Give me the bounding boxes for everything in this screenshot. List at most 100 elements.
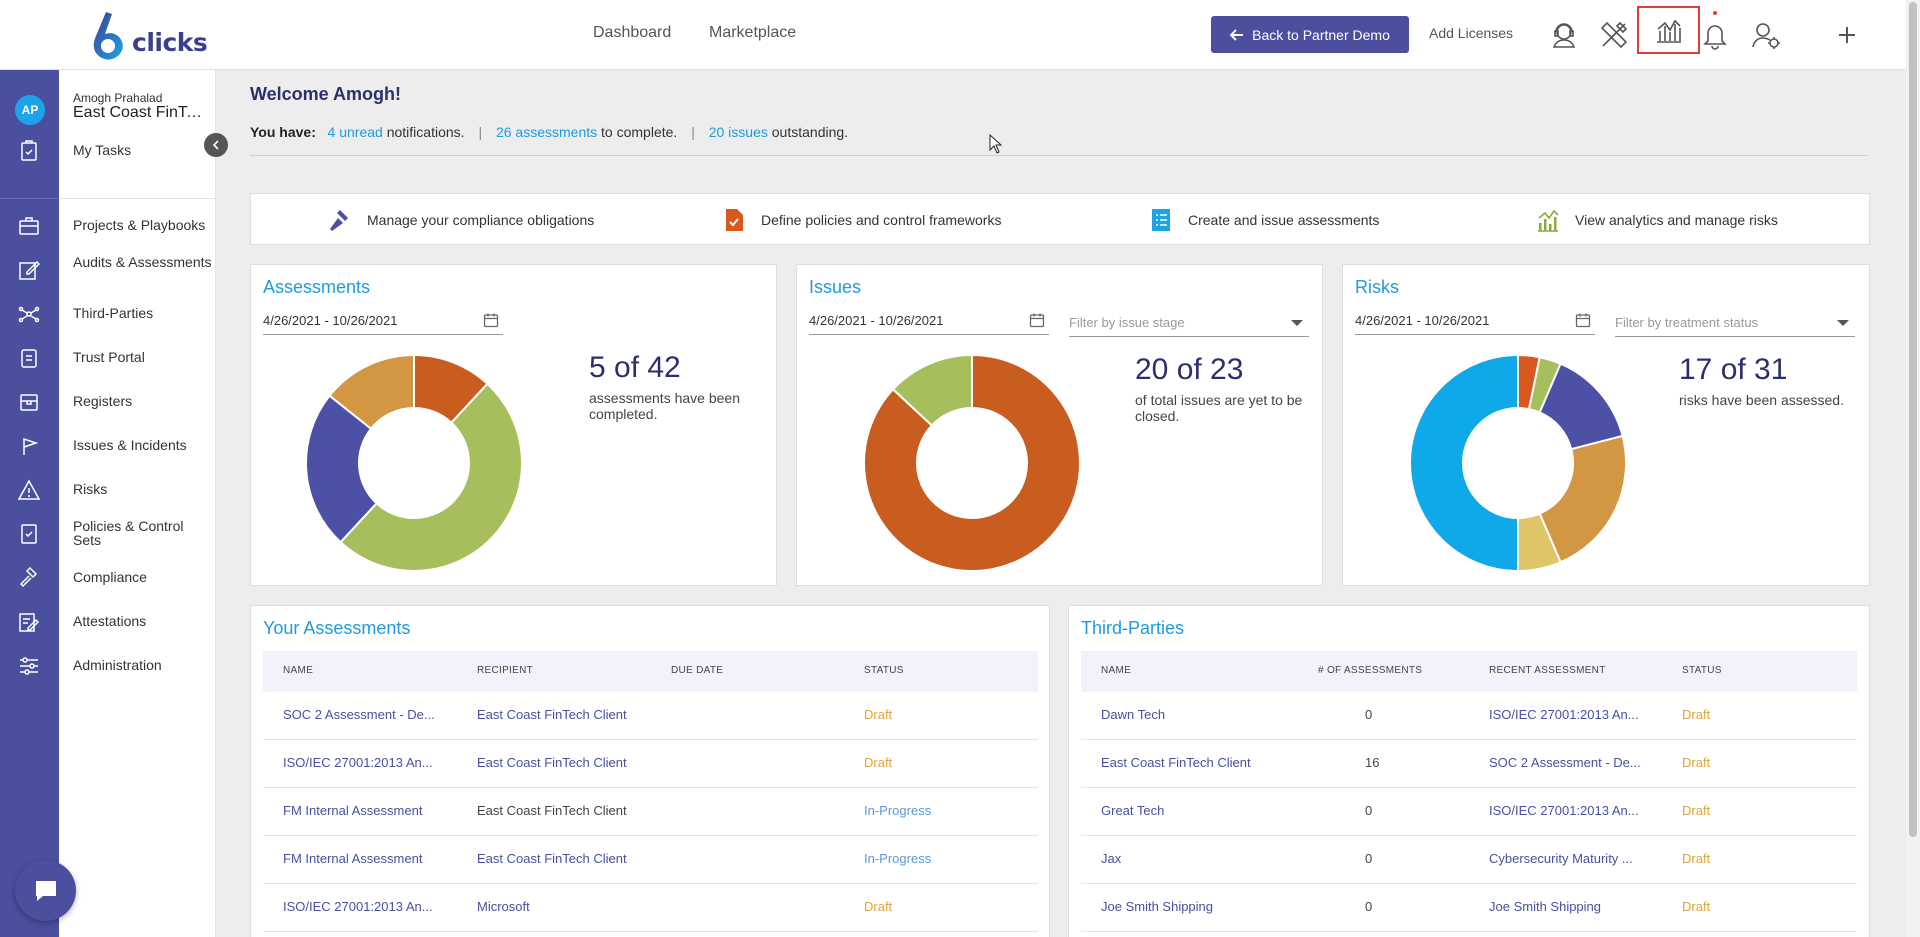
issues-chart-title[interactable]: Issues [809,277,862,297]
col-status[interactable]: STATUS [864,665,904,676]
plus-icon[interactable] [1827,16,1867,54]
logo[interactable]: clicks [88,10,208,62]
col-due-date[interactable]: DUE DATE [671,665,724,676]
third-parties-title[interactable]: Third-Parties [1081,618,1185,638]
col-name[interactable]: NAME [283,665,314,676]
assessments-donut-chart[interactable] [305,354,523,572]
row-name[interactable]: FM Internal Assessment [283,851,423,866]
nav-audits-assessments[interactable]: Audits & Assessments [73,254,212,270]
quick-policies[interactable]: Define policies and control frameworks [721,207,1001,233]
quick-compliance[interactable]: Manage your compliance obligations [327,207,594,233]
attestation-icon[interactable] [16,609,42,635]
user-settings-icon[interactable] [1746,16,1786,54]
donut-slice[interactable] [328,354,415,431]
back-to-partner-button[interactable]: Back to Partner Demo [1211,16,1409,53]
risks-donut-chart[interactable] [1409,354,1627,572]
issues-icon[interactable] [16,433,42,459]
row-recent-assessment[interactable]: ISO/IEC 27001:2013 An... [1489,803,1639,818]
bell-icon[interactable] [1695,16,1735,54]
nav-trust-portal[interactable]: Trust Portal [73,349,145,365]
row-name[interactable]: East Coast FinTech Client [1101,755,1251,770]
scrollbar-thumb[interactable] [1909,2,1917,837]
table-row[interactable]: Dawn Tech 0 ISO/IEC 27001:2013 An... Draft [1081,692,1857,740]
col-recipient[interactable]: RECIPIENT [477,665,534,676]
donut-slice[interactable] [305,394,379,544]
add-licenses-link[interactable]: Add Licenses [1429,25,1514,41]
nav-registers[interactable]: Registers [73,393,133,409]
nav-issues-incidents[interactable]: Issues & Incidents [73,437,187,453]
risks-date-range[interactable]: 4/26/2021 - 10/26/2021 [1355,313,1595,335]
treatment-status-filter[interactable]: Filter by treatment status [1615,315,1855,337]
table-row[interactable]: East Coast FinTech Client 16 SOC 2 Assessm… [1081,740,1857,788]
col-name[interactable]: NAME [1101,665,1132,676]
row-recent-assessment[interactable]: ISO/IEC 27001:2013 An... [1489,707,1639,722]
quick-assessments[interactable]: Create and issue assessments [1148,207,1379,233]
issues-outstanding-link[interactable]: 20 issues [708,124,768,140]
edit-icon[interactable] [16,257,42,283]
nav-my-tasks[interactable]: My Tasks [73,142,132,158]
row-name[interactable]: Joe Smith Shipping [1101,899,1214,914]
tools-icon[interactable] [1594,16,1634,54]
row-recipient[interactable]: East Coast FinTech Client [477,707,627,722]
policy-icon[interactable] [16,521,42,547]
table-row[interactable]: ISO/IEC 27001:2013 An... East Coast FinTe… [263,740,1038,788]
nav-marketplace[interactable]: Marketplace [709,24,797,41]
risks-chart-title[interactable]: Risks [1355,277,1399,297]
nav-administration[interactable]: Administration [73,657,162,673]
assessments-date-range[interactable]: 4/26/2021 - 10/26/2021 [263,313,503,335]
briefcase-icon[interactable] [16,213,42,239]
row-recipient[interactable]: East Coast FinTech Client [477,851,627,866]
assessments-chart-title[interactable]: Assessments [263,277,371,297]
register-icon[interactable] [16,389,42,415]
unread-notifications-link[interactable]: 4 unread [327,124,383,140]
col-status[interactable]: STATUS [1682,665,1722,676]
portal-icon[interactable] [16,345,42,371]
nav-compliance[interactable]: Compliance [73,569,147,585]
table-row[interactable]: ISO/IEC 27001:2013 An... Microsoft Draft [263,884,1038,932]
row-name[interactable]: Dawn Tech [1101,707,1166,722]
row-recipient[interactable]: East Coast FinTech Client [477,803,627,818]
nav-projects-playbooks[interactable]: Projects & Playbooks [73,217,206,233]
calendar-icon[interactable] [1029,312,1045,328]
support-icon[interactable] [1544,16,1584,54]
calendar-icon[interactable] [483,312,499,328]
row-recipient[interactable]: Microsoft [477,899,530,914]
tasks-icon[interactable] [16,138,42,164]
row-name[interactable]: FM Internal Assessment [283,803,423,818]
nav-policies-control-sets[interactable]: Policies & Control Sets [73,518,184,548]
nav-attestations[interactable]: Attestations [73,613,147,629]
row-name[interactable]: ISO/IEC 27001:2013 An... [283,899,433,914]
table-row[interactable]: FM Internal Assessment East Coast FinTech… [263,836,1038,884]
issues-donut-chart[interactable] [863,354,1081,572]
row-name[interactable]: Great Tech [1101,803,1165,818]
avatar[interactable]: AP [15,95,45,125]
donut-slice[interactable] [339,382,523,572]
table-row[interactable]: Great Tech 0 ISO/IEC 27001:2013 An... Draft [1081,788,1857,836]
col-num-assessments[interactable]: # OF ASSESSMENTS [1318,665,1423,676]
analytics-icon[interactable] [1637,6,1700,54]
table-row[interactable]: Jax 0 Cybersecurity Maturity ... Draft [1081,836,1857,884]
org-name[interactable]: East Coast FinTech Client [73,104,205,121]
table-row[interactable]: SOC 2 Assessment - De... East Coast FinTe… [263,692,1038,740]
network-icon[interactable] [16,301,42,327]
issue-stage-filter[interactable]: Filter by issue stage [1069,315,1309,337]
nav-third-parties[interactable]: Third-Parties [73,305,154,321]
warning-icon[interactable] [16,477,42,503]
gavel-icon[interactable] [16,565,42,591]
row-name[interactable]: ISO/IEC 27001:2013 An... [283,755,433,770]
nav-dashboard[interactable]: Dashboard [593,24,672,41]
row-recent-assessment[interactable]: Cybersecurity Maturity ... [1489,851,1633,866]
donut-slice[interactable] [1538,434,1627,564]
table-row[interactable]: Joe Smith Shipping 0 Joe Smith Shipping Dra… [1081,884,1857,932]
row-recipient[interactable]: East Coast FinTech Client [477,755,627,770]
donut-slice[interactable] [863,354,1081,572]
donut-slice[interactable] [891,354,973,427]
issues-date-range[interactable]: 4/26/2021 - 10/26/2021 [809,313,1049,335]
col-recent-assessment[interactable]: RECENT ASSESSMENT [1489,665,1606,676]
calendar-icon[interactable] [1575,312,1591,328]
collapse-sidebar-button[interactable] [204,133,228,157]
chat-button[interactable] [15,860,76,921]
your-assessments-title[interactable]: Your Assessments [263,618,411,638]
sliders-icon[interactable] [16,653,42,679]
scrollbar[interactable] [1906,0,1920,937]
